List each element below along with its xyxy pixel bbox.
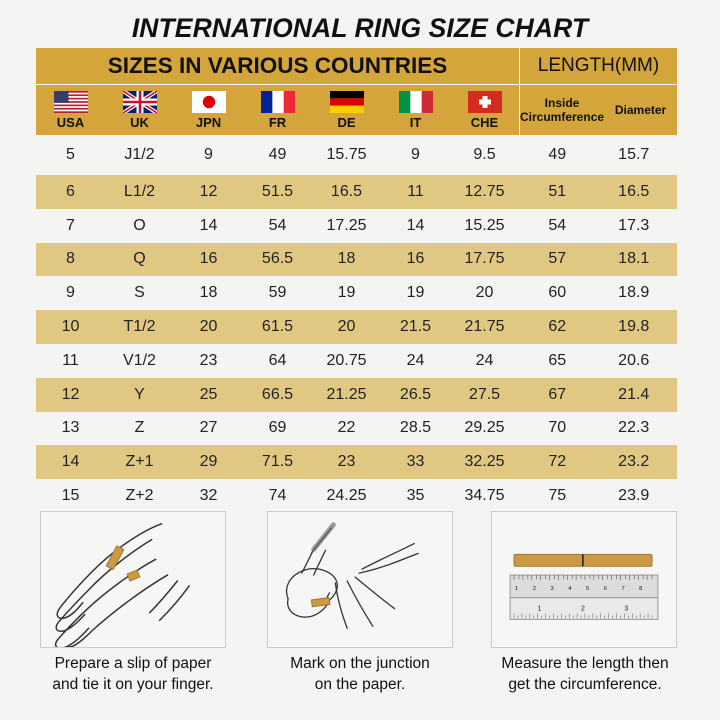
svg-text:2: 2 bbox=[581, 606, 585, 613]
svg-text:2: 2 bbox=[533, 586, 536, 592]
svg-text:1: 1 bbox=[538, 606, 542, 613]
svg-text:1: 1 bbox=[515, 586, 518, 592]
svg-text:7: 7 bbox=[621, 586, 624, 592]
svg-text:3: 3 bbox=[624, 606, 628, 613]
